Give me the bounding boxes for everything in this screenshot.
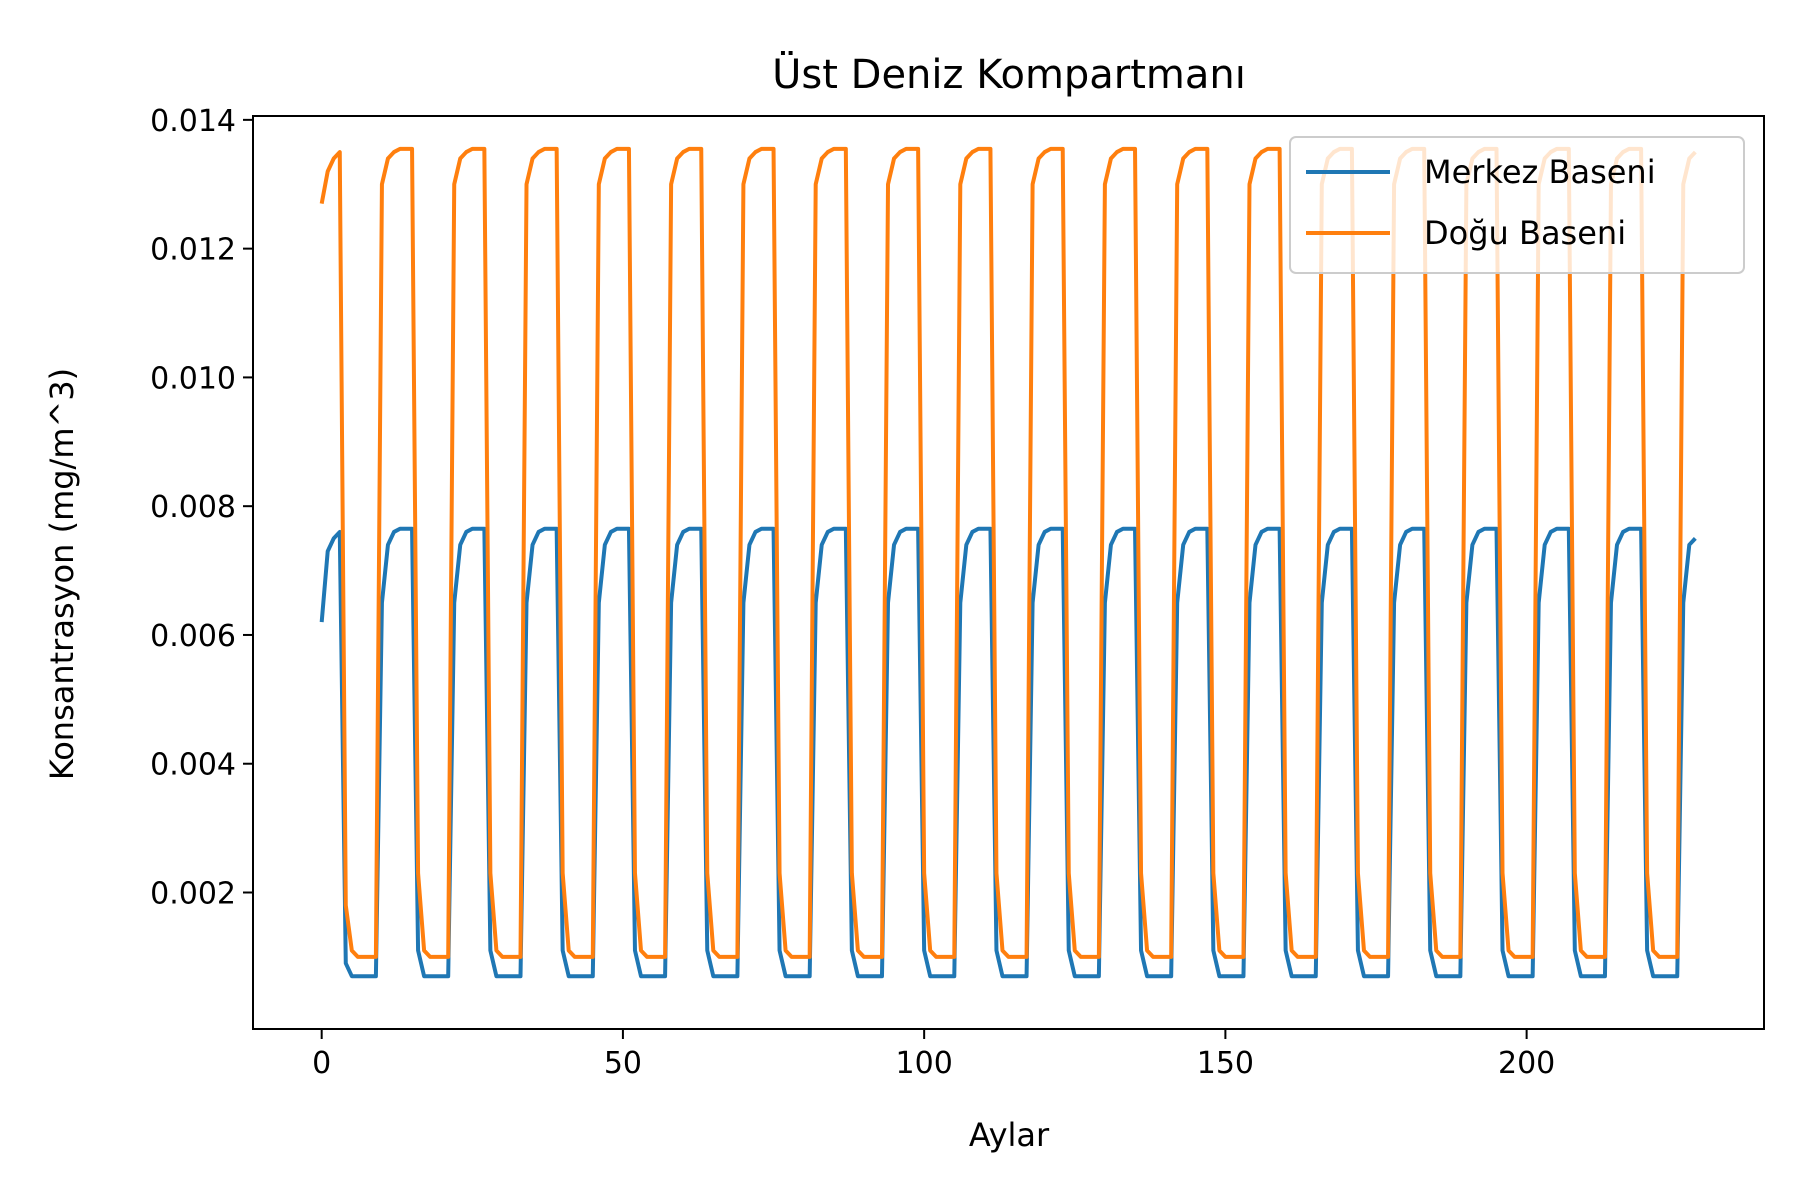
legend-box bbox=[1289, 136, 1745, 274]
legend: Merkez Baseni Doğu Baseni bbox=[1289, 136, 1745, 274]
y-tick-label: 0.008 bbox=[150, 490, 236, 525]
plot-frame bbox=[252, 115, 1765, 1030]
y-tick-label: 0.010 bbox=[150, 361, 236, 396]
y-axis-label: Konsantrasyon (mg/m^3) bbox=[43, 368, 81, 780]
x-axis: 0 50 100 150 200 bbox=[312, 1029, 1555, 1081]
x-tick-label: 150 bbox=[1197, 1046, 1254, 1081]
y-axis: 0.002 0.004 0.006 0.008 0.010 0.012 0.014 bbox=[150, 104, 253, 912]
legend-label-dogu: Doğu Baseni bbox=[1424, 214, 1626, 252]
x-tick-label: 0 bbox=[312, 1046, 331, 1081]
y-tick-label: 0.002 bbox=[150, 877, 236, 912]
y-tick-label: 0.012 bbox=[150, 233, 236, 268]
y-tick-label: 0.014 bbox=[150, 104, 236, 139]
x-tick-label: 50 bbox=[604, 1046, 642, 1081]
legend-label-merkez: Merkez Baseni bbox=[1424, 153, 1656, 191]
x-tick-label: 200 bbox=[1498, 1046, 1555, 1081]
chart-title: Üst Deniz Kompartmanı bbox=[772, 50, 1246, 98]
series-line-merkez bbox=[319, 526, 1697, 979]
x-tick-label: 100 bbox=[896, 1046, 953, 1081]
x-axis-label: Aylar bbox=[969, 1116, 1050, 1154]
y-tick-label: 0.006 bbox=[150, 619, 236, 654]
y-tick-label: 0.004 bbox=[150, 748, 236, 783]
